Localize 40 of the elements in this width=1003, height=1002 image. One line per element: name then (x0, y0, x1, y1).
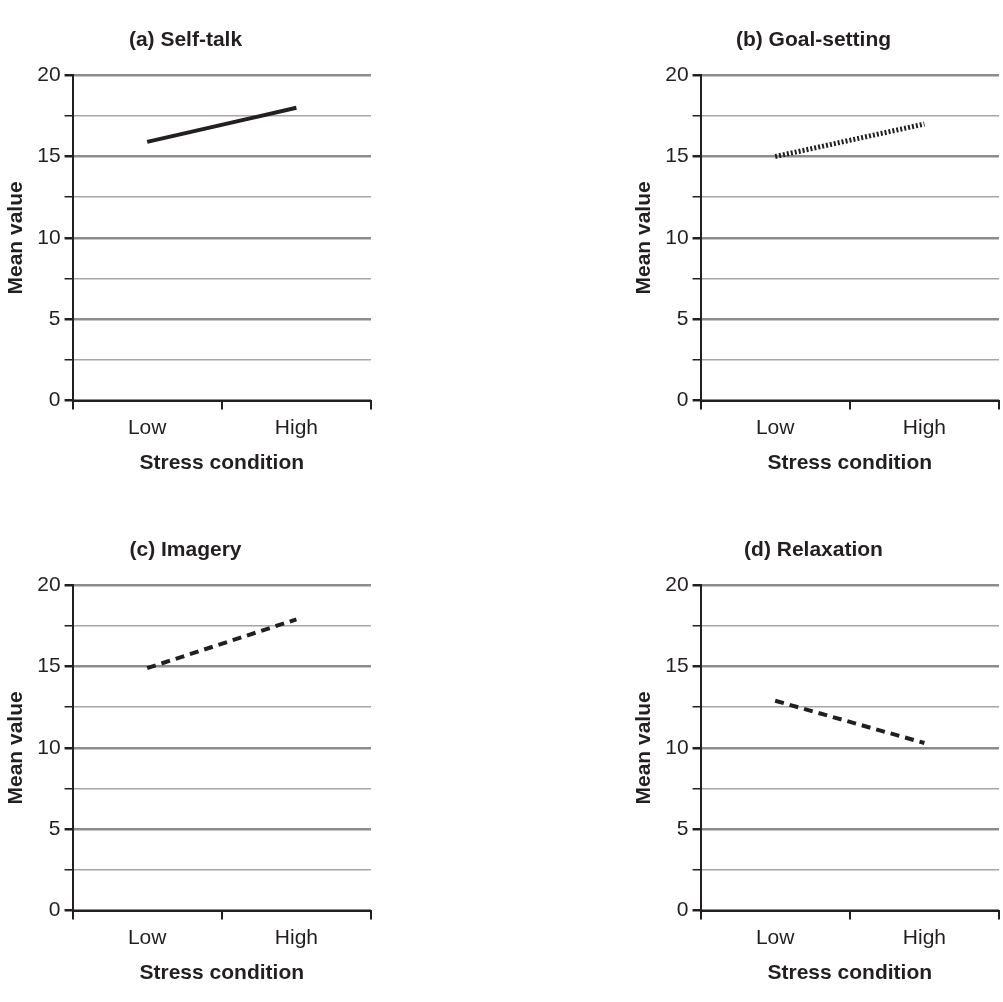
y-tick-label: 0 (48, 897, 61, 921)
chart-title: (d) Relaxation (744, 537, 883, 561)
x-tick-label: Low (755, 415, 796, 438)
x-tick-label: High (902, 925, 946, 948)
y-tick-label: 10 (37, 734, 61, 758)
y-tick-label: 15 (37, 143, 61, 167)
x-axis-title: Stress condition (139, 960, 305, 984)
y-tick-label: 10 (37, 224, 61, 248)
y-axis-title: Mean value (3, 181, 27, 295)
y-tick-label: 5 (48, 306, 61, 330)
x-axis-title: Stress condition (139, 450, 305, 474)
x-axis-title: Stress condition (767, 960, 933, 984)
y-tick-label: 10 (665, 224, 689, 248)
y-tick-label: 10 (665, 734, 689, 758)
y-tick-label: 0 (676, 897, 689, 921)
y-tick-label: 15 (37, 653, 61, 677)
y-tick-label: 5 (676, 306, 689, 330)
y-tick-label: 5 (676, 816, 689, 840)
y-tick-label: 20 (37, 572, 61, 595)
x-tick-label: High (274, 925, 318, 948)
x-tick-label: Low (127, 415, 168, 438)
x-axis-title: Stress condition (767, 450, 933, 474)
y-tick-label: 0 (48, 387, 61, 411)
y-axis-title: Mean value (631, 691, 655, 805)
y-tick-label: 0 (676, 387, 689, 411)
y-tick-label: 15 (665, 143, 689, 167)
chart-title: (b) Goal-setting (735, 27, 892, 51)
y-tick-label: 5 (48, 816, 61, 840)
x-tick-label: Low (755, 925, 796, 948)
y-axis-title: Mean value (3, 691, 27, 805)
y-tick-label: 20 (665, 572, 689, 595)
chart-title: (c) Imagery (129, 537, 242, 561)
y-tick-label: 20 (665, 62, 689, 85)
y-tick-label: 20 (37, 62, 61, 85)
x-tick-label: High (274, 415, 318, 438)
y-axis-title: Mean value (631, 181, 655, 295)
x-tick-label: Low (127, 925, 168, 948)
chart-title: (a) Self-talk (128, 27, 243, 51)
y-tick-label: 15 (665, 653, 689, 677)
x-tick-label: High (902, 415, 946, 438)
